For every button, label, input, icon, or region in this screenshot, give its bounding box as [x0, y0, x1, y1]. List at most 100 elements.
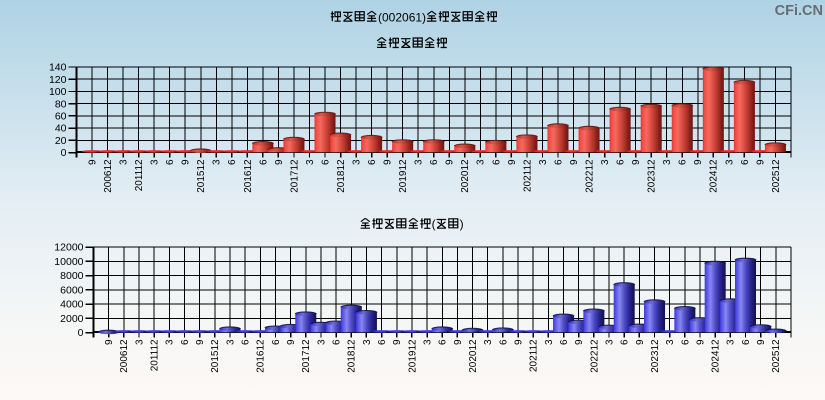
svg-text:9: 9	[87, 159, 98, 165]
svg-text:6: 6	[332, 339, 343, 345]
svg-text:6: 6	[367, 159, 378, 165]
svg-text:0: 0	[78, 327, 84, 339]
svg-text:201812: 201812	[347, 339, 358, 373]
svg-text:3: 3	[538, 159, 549, 165]
svg-text:6000: 6000	[60, 284, 84, 296]
svg-text:9: 9	[274, 159, 285, 165]
svg-text:9: 9	[631, 159, 642, 165]
svg-text:9: 9	[453, 339, 464, 345]
svg-text:4000: 4000	[60, 299, 84, 311]
svg-text:): )	[460, 217, 464, 231]
svg-text:9: 9	[695, 339, 706, 345]
svg-text:202512: 202512	[771, 339, 782, 373]
svg-text:0: 0	[61, 147, 67, 159]
svg-text:6: 6	[491, 159, 502, 165]
svg-text:201812: 201812	[336, 159, 347, 193]
svg-text:6: 6	[559, 339, 570, 345]
svg-text:CFi.CN: CFi.CN	[775, 3, 823, 19]
svg-text:6: 6	[553, 159, 564, 165]
svg-text:10000: 10000	[54, 256, 83, 268]
svg-text:3: 3	[476, 159, 487, 165]
svg-text:9: 9	[195, 339, 206, 345]
svg-text:100: 100	[49, 86, 67, 98]
svg-text:6: 6	[258, 159, 269, 165]
svg-text:9: 9	[635, 339, 646, 345]
svg-text:201712: 201712	[289, 159, 300, 193]
svg-text:202312: 202312	[647, 159, 658, 193]
svg-text:6: 6	[680, 339, 691, 345]
svg-text:3: 3	[351, 159, 362, 165]
svg-text:202412: 202412	[709, 159, 720, 193]
svg-text:120: 120	[49, 74, 67, 86]
svg-text:3: 3	[726, 339, 737, 345]
svg-text:201912: 201912	[407, 339, 418, 373]
svg-text:201612: 201612	[243, 159, 254, 193]
svg-text:6: 6	[241, 339, 252, 345]
svg-text:6: 6	[741, 339, 752, 345]
svg-text:9: 9	[513, 339, 524, 345]
svg-text:3: 3	[724, 159, 735, 165]
svg-text:9: 9	[392, 339, 403, 345]
svg-text:6: 6	[620, 339, 631, 345]
svg-text:6: 6	[180, 339, 191, 345]
svg-text:9: 9	[755, 159, 766, 165]
svg-text:3: 3	[316, 339, 327, 345]
svg-text:6: 6	[320, 159, 331, 165]
svg-text:9: 9	[104, 339, 115, 345]
svg-text:200612: 200612	[103, 159, 114, 193]
svg-text:3: 3	[483, 339, 494, 345]
svg-text:3: 3	[165, 339, 176, 345]
svg-text:140: 140	[49, 62, 67, 74]
svg-text:40: 40	[55, 123, 67, 135]
svg-text:202112: 202112	[522, 159, 533, 192]
svg-text:12000: 12000	[54, 242, 83, 254]
svg-text:202212: 202212	[589, 339, 600, 373]
svg-text:200612: 200612	[119, 339, 130, 373]
svg-text:(002061): (002061)	[378, 11, 426, 25]
svg-text:3: 3	[134, 339, 145, 345]
svg-text:9: 9	[693, 159, 704, 165]
svg-text:3: 3	[414, 159, 425, 165]
svg-text:80: 80	[55, 98, 67, 110]
svg-text:3: 3	[119, 159, 130, 165]
svg-text:202012: 202012	[460, 159, 471, 193]
svg-text:9: 9	[286, 339, 297, 345]
svg-text:202412: 202412	[711, 339, 722, 373]
svg-text:9: 9	[756, 339, 767, 345]
svg-text:3: 3	[212, 159, 223, 165]
svg-text:3: 3	[422, 339, 433, 345]
svg-text:202112: 202112	[529, 339, 540, 372]
svg-text:3: 3	[600, 159, 611, 165]
svg-text:6: 6	[616, 159, 627, 165]
svg-text:(: (	[432, 217, 436, 231]
svg-text:6: 6	[377, 339, 388, 345]
svg-text:201712: 201712	[301, 339, 312, 373]
svg-text:6: 6	[678, 159, 689, 165]
svg-text:202012: 202012	[468, 339, 479, 373]
svg-text:9: 9	[569, 159, 580, 165]
svg-text:6: 6	[165, 159, 176, 165]
svg-text:201512: 201512	[196, 159, 207, 193]
svg-text:9: 9	[383, 159, 394, 165]
svg-text:9: 9	[181, 159, 192, 165]
svg-text:201612: 201612	[256, 339, 267, 373]
svg-text:6: 6	[271, 339, 282, 345]
svg-text:2000: 2000	[60, 313, 84, 325]
svg-text:3: 3	[665, 339, 676, 345]
svg-text:6: 6	[429, 159, 440, 165]
svg-text:20: 20	[55, 135, 67, 147]
svg-text:9: 9	[507, 159, 518, 165]
svg-text:201112: 201112	[134, 159, 145, 191]
svg-text:3: 3	[305, 159, 316, 165]
svg-text:6: 6	[740, 159, 751, 165]
svg-text:9: 9	[574, 339, 585, 345]
svg-text:6: 6	[498, 339, 509, 345]
svg-text:3: 3	[604, 339, 615, 345]
svg-text:201912: 201912	[398, 159, 409, 193]
svg-text:3: 3	[225, 339, 236, 345]
svg-text:201512: 201512	[210, 339, 221, 373]
svg-text:6: 6	[227, 159, 238, 165]
svg-text:202512: 202512	[771, 159, 782, 193]
svg-text:3: 3	[150, 159, 161, 165]
svg-text:202212: 202212	[584, 159, 595, 193]
